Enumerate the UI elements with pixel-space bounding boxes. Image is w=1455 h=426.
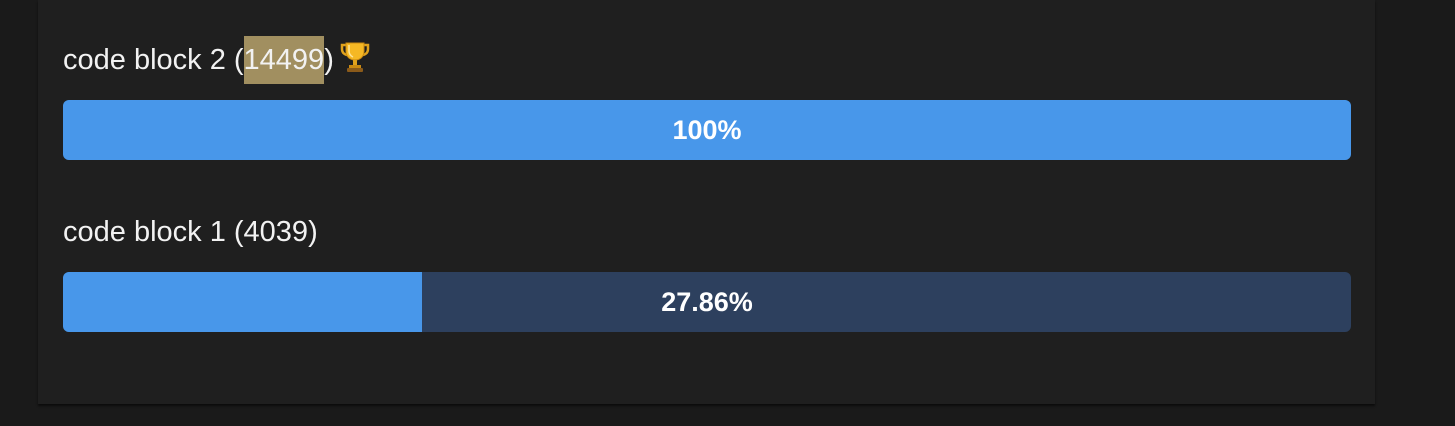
trophy-icon <box>340 40 370 72</box>
result-label-suffix: ) <box>324 44 334 76</box>
percent-label: 27.86% <box>661 287 753 317</box>
progress-bar: 100% <box>63 100 1351 160</box>
highlighted-count: 14499 <box>243 36 325 84</box>
result-label-prefix: code block 1 ( <box>63 216 244 248</box>
result-code-block-2: code block 2 (14499) 100% <box>63 36 1351 160</box>
progress-fill <box>63 100 1351 160</box>
result-code-block-1: code block 1 (4039) 27.86% <box>63 208 1351 332</box>
percent-label: 100% <box>672 115 742 145</box>
progress-fill <box>63 272 422 332</box>
result-label: code block 1 (4039) <box>63 208 1351 256</box>
progress-bar: 27.86% <box>63 272 1351 332</box>
result-count: 4039 <box>243 216 309 248</box>
result-label-suffix: ) <box>308 216 318 248</box>
result-label: code block 2 (14499) <box>63 36 1351 84</box>
results-panel: code block 2 (14499) 100% code block 1 (… <box>38 0 1375 404</box>
result-label-prefix: code block 2 ( <box>63 44 244 76</box>
